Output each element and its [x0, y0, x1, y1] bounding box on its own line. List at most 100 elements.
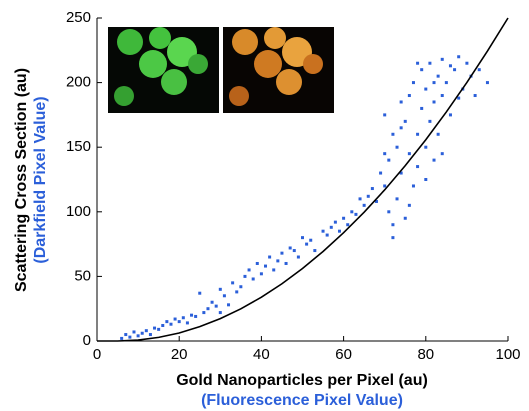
scatter-point — [436, 74, 440, 78]
scatter-point — [194, 314, 198, 318]
scatter-point — [453, 68, 457, 72]
scatter-point — [485, 81, 489, 85]
scatter-point — [391, 223, 395, 227]
y-tick-label: 250 — [66, 9, 91, 26]
scatter-point — [255, 261, 259, 265]
scatter-point — [333, 220, 337, 224]
scatter-point — [399, 100, 403, 104]
scatter-point — [379, 171, 383, 175]
scatter-point — [411, 184, 415, 188]
x-tick-label: 100 — [495, 346, 520, 363]
scatter-point — [407, 94, 411, 98]
scatter-point — [432, 100, 436, 104]
scatter-point — [420, 68, 424, 72]
scatter-point — [428, 61, 432, 65]
scatter-point — [432, 158, 436, 162]
y-axis-title: Scattering Cross Section (au) — [13, 68, 30, 292]
scatter-point — [387, 158, 391, 162]
scatter-point — [465, 61, 469, 65]
scatter-point — [264, 264, 268, 268]
scatter-point — [140, 331, 144, 335]
scatter-point — [321, 229, 325, 233]
scatter-point — [185, 321, 189, 325]
scatter-point — [190, 313, 194, 317]
scatter-point — [424, 87, 428, 91]
y-tick-label: 100 — [66, 203, 91, 220]
scatter-point — [370, 187, 374, 191]
scatter-point — [165, 320, 169, 324]
scatter-point — [296, 255, 300, 259]
x-tick-label: 80 — [417, 346, 434, 363]
scatter-point — [198, 291, 202, 295]
scatter-point — [428, 119, 432, 123]
x-tick-label: 60 — [335, 346, 352, 363]
scatter-point — [424, 145, 428, 149]
scatter-point — [362, 203, 366, 207]
scatter-point — [202, 311, 206, 315]
y-tick-label: 50 — [74, 267, 91, 284]
scatter-point — [218, 311, 222, 315]
scatter-point — [407, 152, 411, 156]
scatter-point — [309, 238, 313, 242]
scatter-point — [420, 106, 424, 110]
scatter-point — [399, 126, 403, 130]
scatter-point — [395, 145, 399, 149]
x-tick-label: 20 — [171, 346, 188, 363]
scatter-point — [239, 285, 243, 289]
y-tick-label: 150 — [66, 138, 91, 155]
scatter-point — [325, 233, 329, 237]
scatter-point — [399, 171, 403, 175]
scatter-point — [301, 236, 304, 240]
y-tick-label: 0 — [83, 332, 91, 349]
scatter-point — [272, 268, 276, 272]
scatter-point — [227, 303, 231, 307]
scatter-point — [440, 152, 444, 156]
scatter-point — [403, 216, 407, 220]
scatter-point — [395, 197, 399, 201]
scatter-point — [222, 294, 226, 298]
scatter-point — [383, 184, 387, 188]
scatter-point — [144, 329, 148, 333]
scatter-point — [374, 199, 378, 203]
fit-curve — [97, 17, 509, 342]
scatter-point — [181, 316, 185, 320]
scatter-point — [473, 94, 477, 98]
scatter-point — [416, 165, 420, 169]
scatter-point — [477, 68, 481, 72]
inset-green — [108, 27, 219, 113]
scatter-point — [280, 251, 284, 255]
x-axis-subtitle: (Fluorescence Pixel Value) — [201, 392, 403, 409]
scatter-point — [288, 246, 292, 250]
scatter-point — [407, 203, 411, 207]
scatter-point — [124, 333, 128, 337]
scatter-point — [383, 113, 387, 117]
x-tick-label: 0 — [93, 346, 101, 363]
scatter-point — [128, 335, 132, 339]
scatter-point — [173, 317, 177, 321]
scatter-point — [120, 336, 124, 340]
scatter-point — [391, 236, 395, 240]
scatter-point — [313, 249, 317, 253]
scatter-point — [148, 333, 152, 337]
scatter-point — [218, 287, 222, 291]
scatter-point — [284, 261, 288, 265]
scatter-point — [231, 281, 235, 285]
scatter-point — [440, 57, 444, 61]
scatter-point — [448, 64, 452, 68]
scatter-point — [132, 330, 136, 334]
scatter-point — [366, 194, 370, 198]
scatter-point — [411, 81, 415, 85]
scatter-point — [153, 326, 157, 330]
scatter-point — [444, 81, 448, 85]
scatter-point — [440, 94, 444, 98]
scatter-point — [432, 81, 436, 85]
inset-orange — [223, 27, 334, 113]
scatter-point — [350, 210, 354, 214]
scatter-point — [235, 290, 239, 294]
scatter-point — [457, 96, 461, 100]
scatter-point — [243, 274, 247, 278]
y-tick-label: 200 — [66, 74, 91, 91]
scatter-point — [416, 132, 420, 136]
scatter-point — [457, 55, 461, 59]
